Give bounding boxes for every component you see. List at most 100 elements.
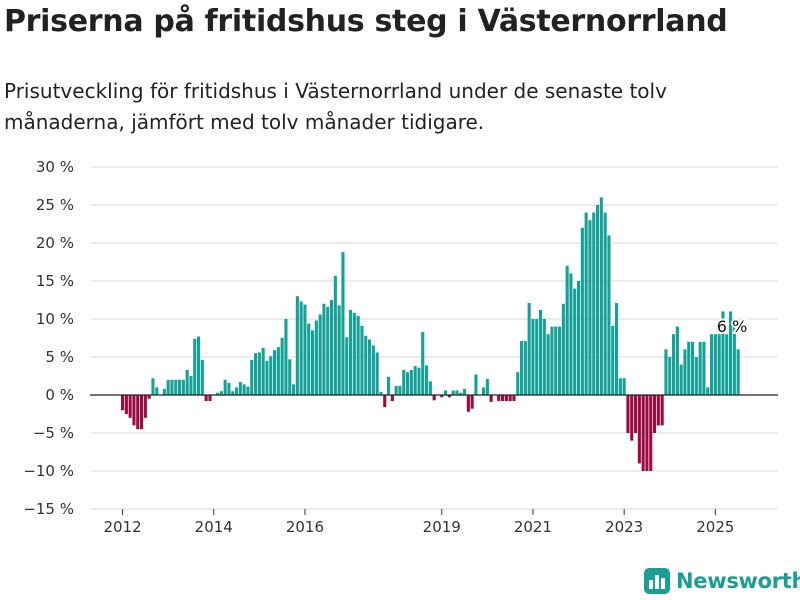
bar (219, 391, 223, 395)
bar (132, 395, 136, 426)
bar (539, 309, 543, 395)
bar (379, 391, 383, 395)
bar (603, 212, 607, 395)
bar (231, 391, 235, 395)
chart-title: Priserna på fritidshus steg i Västernorr… (4, 4, 728, 39)
bar (668, 357, 672, 395)
bar (276, 347, 280, 395)
bar (527, 303, 531, 395)
bar (588, 220, 592, 395)
bar (257, 352, 261, 395)
bar (356, 315, 360, 395)
bar (189, 376, 193, 395)
bar (197, 336, 201, 395)
bar (645, 395, 649, 471)
bar (459, 392, 463, 395)
bar (641, 395, 645, 471)
y-tick-label: 0 % (45, 386, 74, 404)
bar (672, 334, 676, 395)
bar (634, 395, 638, 433)
bar (535, 319, 539, 395)
bar (520, 341, 524, 395)
bar (299, 301, 303, 395)
bar (470, 395, 474, 409)
bar (238, 382, 242, 395)
bar (558, 326, 562, 395)
bar (440, 395, 444, 398)
bar (352, 312, 356, 395)
bar (675, 326, 679, 395)
x-tick-label: 2023 (605, 518, 643, 536)
bar (345, 337, 349, 395)
bar (322, 303, 326, 395)
bar (181, 379, 185, 395)
bar (660, 395, 664, 426)
bar (162, 388, 166, 395)
bar (637, 395, 641, 464)
x-axis-ticks: 2012 2014 2016 2019 2021 2023 2025 (103, 509, 734, 536)
bar (193, 338, 197, 395)
bar (474, 374, 478, 395)
bar (390, 395, 394, 402)
chart-grid (90, 166, 778, 510)
bar (611, 325, 615, 395)
y-tick-label: 15 % (36, 272, 74, 290)
bar (349, 309, 353, 395)
bar (341, 252, 345, 395)
x-tick-label: 2016 (286, 518, 324, 536)
bar (721, 311, 725, 395)
bar (664, 349, 668, 395)
bar (550, 326, 554, 395)
bar (683, 349, 687, 395)
bar (303, 304, 307, 395)
bar (512, 395, 516, 402)
bar (337, 305, 341, 395)
brand-logo: Newsworthy (644, 568, 800, 594)
bar (284, 319, 288, 395)
bar (227, 382, 231, 395)
bar (204, 395, 208, 402)
y-tick-label: 10 % (36, 310, 74, 328)
chart-annotation: 6 % (715, 315, 749, 338)
bar (451, 390, 455, 395)
bar (421, 331, 425, 395)
bar (649, 395, 653, 471)
bar (269, 356, 273, 395)
bar (618, 378, 622, 395)
x-tick-label: 2019 (423, 518, 461, 536)
y-tick-label: 20 % (36, 234, 74, 252)
bar (371, 345, 375, 395)
bar (561, 303, 565, 395)
bar (501, 395, 505, 402)
bar (121, 395, 125, 411)
bar (554, 326, 558, 395)
bar (569, 273, 573, 395)
bar (155, 387, 159, 395)
y-tick-label: 5 % (45, 348, 74, 366)
bar (717, 334, 721, 395)
bar (398, 385, 402, 395)
bar (516, 372, 520, 395)
bar (280, 338, 284, 395)
bar (413, 366, 417, 395)
bar (242, 384, 246, 395)
bar (698, 341, 702, 395)
bar (482, 387, 486, 395)
bar (151, 378, 155, 395)
bar (729, 311, 733, 395)
bar (417, 367, 421, 395)
brand-name: Newsworthy (676, 569, 800, 593)
bar (311, 330, 315, 395)
bar (368, 339, 372, 395)
y-tick-label: −5 % (33, 424, 74, 442)
bar (565, 265, 569, 395)
bar (235, 387, 239, 395)
bar (592, 212, 596, 395)
bar (444, 390, 448, 395)
bar (653, 395, 657, 433)
x-tick-label: 2025 (696, 518, 734, 536)
bar (630, 395, 634, 441)
bar (732, 319, 736, 395)
bar (292, 384, 296, 395)
y-tick-label: 30 % (36, 158, 74, 176)
